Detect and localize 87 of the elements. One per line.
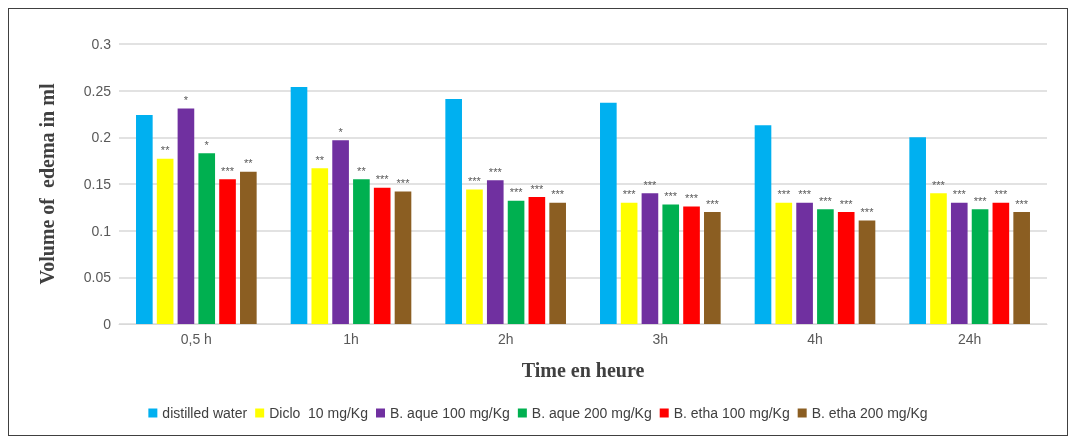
- bar: [662, 204, 680, 324]
- bar: [600, 102, 617, 324]
- bar: [704, 212, 721, 324]
- y-tick-label: 0.1: [91, 222, 112, 239]
- y-tick-label: 0.2: [91, 129, 112, 146]
- bar: [219, 179, 236, 324]
- data-label: ***: [973, 194, 988, 207]
- data-label: **: [244, 157, 254, 170]
- data-label: ***: [468, 175, 482, 188]
- bar: [549, 202, 566, 324]
- bar: [754, 125, 772, 324]
- bar: [486, 180, 504, 324]
- bar: [858, 220, 876, 324]
- bar: [641, 193, 659, 324]
- data-label: ***: [777, 188, 791, 201]
- x-axis-title: Time en heure: [521, 359, 645, 381]
- data-label: ***: [664, 190, 678, 203]
- legend-label: B. etha 200 mg/Kg: [811, 405, 928, 421]
- data-label: ***: [622, 188, 637, 201]
- bar: [445, 99, 462, 324]
- bar: [971, 209, 989, 324]
- bar: [683, 206, 700, 324]
- x-tick-label: 2h: [497, 331, 514, 347]
- bar: [136, 114, 153, 324]
- data-label: ***: [488, 165, 503, 178]
- bar: [466, 189, 483, 324]
- data-label: **: [160, 144, 171, 157]
- data-label: ***: [551, 188, 565, 201]
- data-label: ***: [685, 191, 699, 204]
- y-axis-title: Volume of edema in ml: [36, 83, 58, 285]
- x-tick-label: 0,5 h: [180, 331, 212, 347]
- data-label: ***: [994, 188, 1009, 201]
- bar: [817, 209, 834, 324]
- legend-label: Diclo 10 mg/Kg: [269, 405, 368, 421]
- x-tick-label: 3h: [652, 331, 669, 347]
- legend-label: distilled water: [162, 405, 248, 421]
- data-label: *: [338, 125, 344, 138]
- data-label: ***: [818, 194, 833, 207]
- legend-label: B. aque 200 mg/Kg: [531, 405, 652, 421]
- bar: [290, 86, 308, 324]
- data-label: *: [183, 93, 189, 106]
- bar: [796, 202, 813, 324]
- legend-label: B. aque 100 mg/Kg: [389, 405, 510, 421]
- bar: [156, 158, 174, 324]
- data-label: ***: [643, 178, 658, 191]
- y-tick-label: 0.15: [83, 176, 112, 192]
- data-label: *: [204, 138, 210, 151]
- y-tick-label: 0.05: [83, 269, 112, 286]
- bar: [528, 197, 546, 324]
- data-label: ***: [952, 188, 967, 201]
- data-label: ***: [860, 205, 875, 218]
- bar: [620, 202, 638, 324]
- bar: [332, 140, 349, 324]
- data-label: ***: [932, 178, 946, 191]
- legend-label: B. etha 100 mg/Kg: [673, 405, 790, 421]
- x-tick-label: 1h: [343, 331, 359, 347]
- bar: [837, 212, 855, 324]
- bar: [909, 137, 926, 324]
- data-label: ***: [509, 186, 524, 199]
- data-label: ***: [375, 173, 390, 186]
- bar: [775, 202, 793, 324]
- bar: [240, 171, 257, 324]
- y-tick-label: 0.3: [91, 36, 112, 52]
- data-label: ***: [396, 176, 411, 189]
- bar: [394, 191, 412, 324]
- bar: [198, 153, 216, 324]
- data-label: ***: [839, 197, 854, 210]
- data-label: ***: [1015, 197, 1029, 210]
- data-label: ***: [530, 182, 545, 195]
- bar: [930, 193, 947, 324]
- y-tick-label: 0: [103, 316, 112, 332]
- bar: [177, 108, 195, 324]
- bar: [311, 168, 329, 324]
- data-label: ***: [798, 188, 812, 201]
- data-label: **: [357, 164, 367, 177]
- bar: [950, 202, 968, 324]
- data-label: ***: [705, 197, 720, 210]
- data-label: **: [315, 153, 325, 166]
- bar: [992, 202, 1010, 324]
- bar: [1013, 212, 1030, 324]
- data-label: ***: [221, 164, 235, 177]
- y-tick-label: 0.25: [83, 82, 112, 99]
- bar: [373, 187, 391, 324]
- x-tick-label: 4h: [807, 331, 823, 347]
- x-tick-label: 24h: [957, 331, 982, 347]
- bar: [353, 179, 370, 324]
- bar: [507, 200, 525, 324]
